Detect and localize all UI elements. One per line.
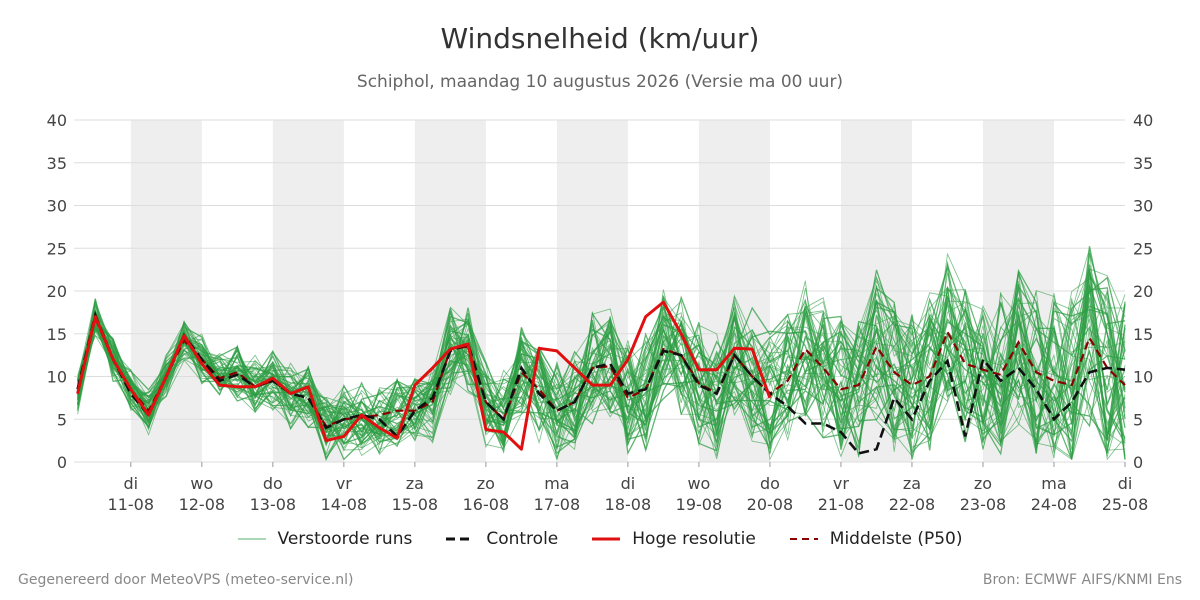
main-lines: [76, 300, 1126, 455]
footer-generated-by: Gegenereerd door MeteoVPS (meteo-service…: [18, 572, 354, 588]
ensemble-line: [77, 252, 1126, 460]
legend-label-median: Middelste (P50): [829, 529, 963, 549]
x-tick-day: di: [1118, 474, 1133, 493]
x-axis: di 11-08 wo 12-08 do 13-08 vr 14-08 za 15-08 zo 16-…: [108, 462, 1149, 514]
legend-item-control: Controle: [446, 529, 558, 549]
x-tick-date: 15-08: [392, 495, 439, 514]
x-tick-date: 11-08: [108, 495, 155, 514]
ensemble-line: [76, 310, 1126, 453]
x-tick-date: 24-08: [1031, 495, 1078, 514]
y-tick-label-left: 10: [47, 368, 67, 387]
legend-item-ensemble: Verstoorde runs: [237, 529, 413, 549]
ensemble-line: [77, 298, 1126, 447]
wind-speed-chart: 0 5 10 15 20 25 30 35 40 0 5 10 15 20 25 30 35 40 di 11-0…: [47, 111, 1154, 514]
x-tick-date: 25-08: [1102, 495, 1149, 514]
y-tick-label-right: 15: [1133, 325, 1153, 344]
legend: Verstoorde runs Controle Hoge resolutie …: [0, 529, 1200, 549]
x-tick-date: 20-08: [747, 495, 794, 514]
x-tick-day: zo: [974, 474, 992, 493]
legend-label-ensemble: Verstoorde runs: [277, 529, 413, 549]
x-tick-day: vr: [336, 474, 352, 493]
x-tick-day: zo: [477, 474, 495, 493]
ensemble-line: [76, 287, 1126, 456]
x-tick-day: vr: [833, 474, 849, 493]
legend-label-high-res: Hoge resolutie: [632, 529, 756, 549]
y-tick-label-right: 0: [1133, 453, 1143, 472]
ensemble-line: [76, 270, 1126, 462]
y-tick-label-right: 25: [1133, 239, 1153, 258]
x-tick-day: di: [124, 474, 139, 493]
legend-label-control: Controle: [486, 529, 559, 549]
x-tick-date: 16-08: [463, 495, 510, 514]
y-tick-label-left: 25: [47, 239, 67, 258]
y-axis-right: 0 5 10 15 20 25 30 35 40: [1133, 111, 1153, 472]
x-tick-day: ma: [1041, 474, 1066, 493]
x-tick-date: 13-08: [250, 495, 297, 514]
footer-source: Bron: ECMWF AIFS/KNMI Ens: [982, 572, 1182, 588]
legend-swatch-control: [446, 537, 475, 541]
y-tick-label-left: 35: [47, 154, 67, 173]
y-tick-label-left: 20: [47, 282, 67, 301]
x-tick-date: 14-08: [321, 495, 368, 514]
y-tick-label-right: 5: [1133, 410, 1143, 429]
y-tick-label-left: 30: [47, 197, 67, 216]
ensemble-line: [77, 289, 1126, 451]
x-tick-date: 18-08: [605, 495, 652, 514]
y-tick-label-right: 30: [1133, 197, 1153, 216]
x-tick-date: 17-08: [534, 495, 581, 514]
y-tick-label-left: 40: [47, 111, 67, 130]
ensemble-line: [76, 309, 1126, 454]
x-tick-date: 22-08: [889, 495, 936, 514]
legend-swatch-high-res: [592, 537, 621, 541]
chart-subtitle: Schiphol, maandag 10 augustus 2026 (Vers…: [356, 72, 844, 92]
x-tick-day: wo: [190, 474, 213, 493]
ensemble-lines: [76, 246, 1126, 462]
x-tick-day: do: [760, 474, 780, 493]
y-tick-label-left: 0: [57, 453, 67, 472]
x-tick-date: 21-08: [818, 495, 865, 514]
y-axis-left: 0 5 10 15 20 25 30 35 40: [47, 111, 67, 472]
x-tick-day: za: [406, 474, 424, 493]
x-tick-day: di: [621, 474, 636, 493]
legend-item-median: Middelste (P50): [789, 529, 963, 549]
y-tick-label-left: 5: [57, 410, 67, 429]
x-tick-day: wo: [687, 474, 710, 493]
ensemble-line: [77, 292, 1126, 460]
y-tick-label-right: 20: [1133, 282, 1153, 301]
x-tick-day: ma: [544, 474, 569, 493]
x-tick-date: 12-08: [179, 495, 226, 514]
x-tick-date: 19-08: [676, 495, 723, 514]
control-line: [76, 310, 1126, 455]
legend-item-high-res: Hoge resolutie: [592, 529, 756, 549]
y-tick-label-right: 35: [1133, 154, 1153, 173]
legend-swatch-median: [789, 538, 818, 540]
chart-title: Windsnelheid (km/uur): [440, 22, 760, 55]
x-tick-date: 23-08: [960, 495, 1007, 514]
y-tick-label-right: 10: [1133, 368, 1153, 387]
x-tick-day: do: [263, 474, 283, 493]
legend-swatch-ensemble: [237, 538, 266, 540]
high-res-line: [76, 300, 772, 451]
y-tick-label-left: 15: [47, 325, 67, 344]
x-tick-day: za: [903, 474, 921, 493]
y-tick-label-right: 40: [1133, 111, 1153, 130]
